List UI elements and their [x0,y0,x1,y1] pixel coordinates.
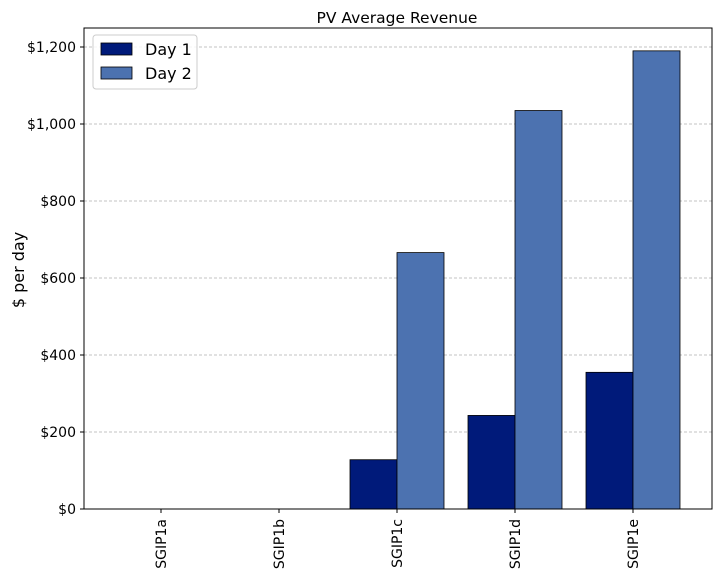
x-tick-label: SGIP1b [272,519,288,569]
y-axis-ticks: $0 $200 $400 $600 $800 $1,000 $1,200 [27,40,84,518]
bar-day-2-sgip1e [632,50,681,510]
x-tick-label: SGIP1d [508,519,524,569]
y-tick-label: $1,000 [27,117,76,133]
bar-day-1-sgip1c [349,459,398,510]
y-tick-label: $800 [40,194,76,210]
y-tick-label: $200 [40,425,76,441]
bar-day-1-sgip1e [585,371,634,510]
bar-day-2-sgip1c [396,252,445,510]
y-tick-label: $400 [40,348,76,364]
x-tick-label: SGIP1e [626,519,642,569]
x-tick-label: SGIP1a [154,519,170,569]
legend-swatch [100,66,133,80]
y-tick-label: $0 [58,502,76,518]
chart-title: PV Average Revenue [317,9,478,27]
bars [349,50,681,510]
bar-day-1-sgip1d [467,415,516,510]
x-tick-label: SGIP1c [390,519,406,568]
legend: Day 1 Day 2 [92,34,198,90]
x-axis-ticks: SGIP1a SGIP1b SGIP1c SGIP1d SGIP1e [154,509,642,569]
y-tick-label: $600 [40,271,76,287]
legend-label: Day 2 [145,64,192,83]
legend-label: Day 1 [145,40,192,59]
legend-swatch [100,42,133,56]
y-axis-label: $ per day [9,232,28,308]
y-tick-label: $1,200 [27,40,76,56]
plot-frame [83,27,713,510]
bar-day-2-sgip1d [514,110,563,510]
